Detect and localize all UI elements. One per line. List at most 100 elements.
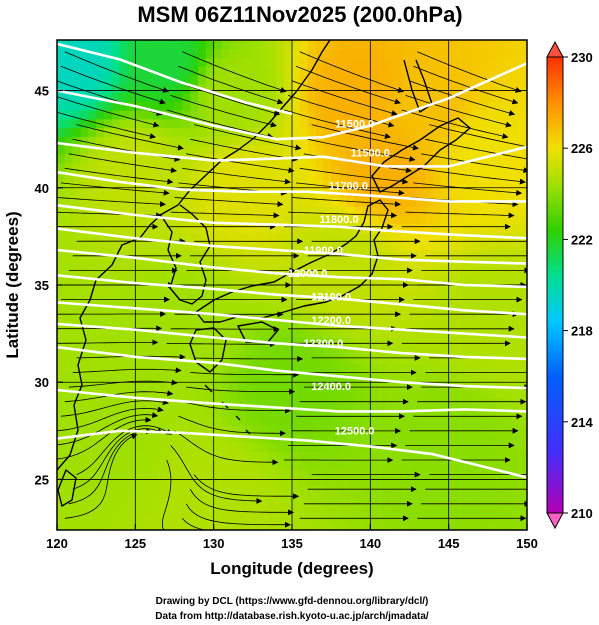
field-cell bbox=[393, 66, 403, 76]
field-cell bbox=[268, 250, 277, 260]
field-cell bbox=[480, 136, 489, 146]
field-cell bbox=[88, 512, 97, 522]
field-cell bbox=[143, 302, 152, 312]
field-cell bbox=[284, 276, 293, 286]
field-cell bbox=[487, 398, 497, 409]
field-cell bbox=[433, 48, 442, 59]
field-cell bbox=[315, 495, 324, 505]
field-cell bbox=[80, 215, 89, 225]
field-cell bbox=[440, 285, 450, 295]
field-cell bbox=[409, 398, 418, 409]
field-cell bbox=[456, 171, 465, 181]
field-cell bbox=[88, 215, 97, 225]
field-cell bbox=[221, 320, 230, 330]
field-cell bbox=[472, 320, 481, 330]
field-cell bbox=[119, 328, 129, 339]
field-cell bbox=[487, 346, 497, 356]
field-cell bbox=[362, 127, 371, 137]
field-cell bbox=[205, 250, 215, 260]
field-cell bbox=[511, 153, 520, 164]
field-cell bbox=[346, 145, 356, 155]
field-cell bbox=[362, 145, 371, 155]
field-cell bbox=[72, 66, 82, 76]
field-cell bbox=[393, 346, 403, 356]
field-cell bbox=[386, 75, 395, 85]
field-cell bbox=[64, 136, 74, 146]
field-cell bbox=[472, 477, 481, 487]
field-cell bbox=[495, 311, 505, 321]
field-cell bbox=[143, 363, 152, 374]
field-cell bbox=[299, 83, 309, 94]
field-cell bbox=[440, 75, 450, 85]
field-cell bbox=[519, 311, 527, 321]
field-cell bbox=[88, 460, 97, 470]
field-cell bbox=[260, 285, 270, 295]
field-cell bbox=[511, 390, 520, 400]
field-cell bbox=[158, 232, 168, 242]
field-cell bbox=[252, 320, 262, 330]
field-cell bbox=[182, 276, 191, 286]
field-cell bbox=[151, 451, 160, 461]
field-cell bbox=[511, 223, 520, 234]
field-cell bbox=[245, 162, 254, 172]
field-cell bbox=[378, 355, 387, 365]
field-cell bbox=[135, 75, 144, 85]
field-cell bbox=[487, 285, 497, 295]
field-cell bbox=[284, 381, 293, 391]
field-cell bbox=[354, 398, 364, 409]
field-cell bbox=[237, 433, 246, 444]
field-cell bbox=[378, 83, 387, 94]
field-cell bbox=[96, 215, 105, 225]
field-cell bbox=[213, 416, 223, 426]
field-cell bbox=[143, 311, 152, 321]
field-cell bbox=[166, 468, 176, 479]
field-cell bbox=[354, 363, 364, 374]
field-cell bbox=[198, 337, 207, 347]
field-cell bbox=[96, 398, 105, 409]
field-cell bbox=[480, 363, 489, 374]
field-cell bbox=[174, 171, 183, 181]
field-cell bbox=[386, 83, 395, 94]
field-cell bbox=[292, 486, 301, 496]
field-cell bbox=[331, 145, 340, 155]
field-cell bbox=[354, 241, 364, 251]
field-cell bbox=[260, 162, 270, 172]
field-cell bbox=[331, 486, 340, 496]
field-cell bbox=[268, 48, 277, 59]
field-cell bbox=[119, 83, 129, 94]
field-cell bbox=[143, 468, 152, 479]
field-cell bbox=[472, 188, 481, 199]
field-cell bbox=[401, 57, 411, 67]
field-cell bbox=[182, 311, 191, 321]
field-cell bbox=[57, 206, 66, 216]
field-cell bbox=[213, 101, 223, 111]
field-cell bbox=[448, 180, 458, 190]
colorbar-tick-label: 210 bbox=[571, 506, 593, 521]
field-cell bbox=[166, 57, 176, 67]
field-cell bbox=[205, 503, 215, 514]
field-cell bbox=[339, 285, 348, 295]
field-cell bbox=[425, 83, 434, 94]
field-cell bbox=[331, 276, 340, 286]
field-cell bbox=[393, 40, 403, 50]
field-cell bbox=[268, 355, 277, 365]
field-cell bbox=[386, 267, 395, 277]
field-cell bbox=[190, 145, 199, 155]
field-cell bbox=[135, 433, 144, 444]
field-cell bbox=[80, 110, 89, 120]
field-cell bbox=[158, 188, 168, 199]
field-cell bbox=[119, 285, 129, 295]
field-cell bbox=[80, 153, 89, 164]
field-cell bbox=[378, 372, 387, 382]
field-cell bbox=[487, 145, 497, 155]
field-cell bbox=[213, 276, 223, 286]
field-cell bbox=[433, 40, 442, 50]
field-cell bbox=[323, 503, 332, 514]
field-cell bbox=[307, 512, 317, 522]
field-cell bbox=[260, 48, 270, 59]
field-cell bbox=[158, 372, 168, 382]
field-cell bbox=[151, 83, 160, 94]
field-cell bbox=[268, 320, 277, 330]
field-cell bbox=[409, 495, 418, 505]
field-cell bbox=[252, 197, 262, 207]
